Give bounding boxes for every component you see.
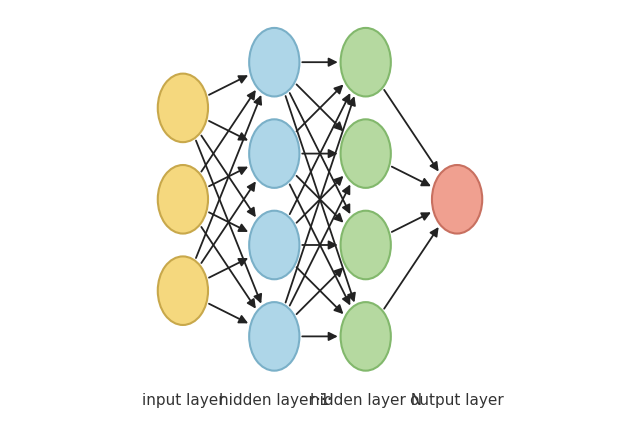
Ellipse shape (432, 165, 482, 233)
Text: hidden layer N: hidden layer N (310, 393, 422, 408)
Text: hidden layer 1: hidden layer 1 (219, 393, 330, 408)
Text: ···: ··· (315, 391, 334, 410)
Ellipse shape (158, 74, 208, 142)
Ellipse shape (340, 302, 391, 371)
Ellipse shape (249, 302, 300, 371)
Text: input layer: input layer (141, 393, 224, 408)
Ellipse shape (249, 119, 300, 188)
Ellipse shape (340, 211, 391, 279)
Text: output layer: output layer (410, 393, 504, 408)
Ellipse shape (158, 165, 208, 233)
Ellipse shape (340, 28, 391, 96)
Ellipse shape (158, 256, 208, 325)
Ellipse shape (340, 119, 391, 188)
Ellipse shape (249, 28, 300, 96)
Ellipse shape (249, 211, 300, 279)
